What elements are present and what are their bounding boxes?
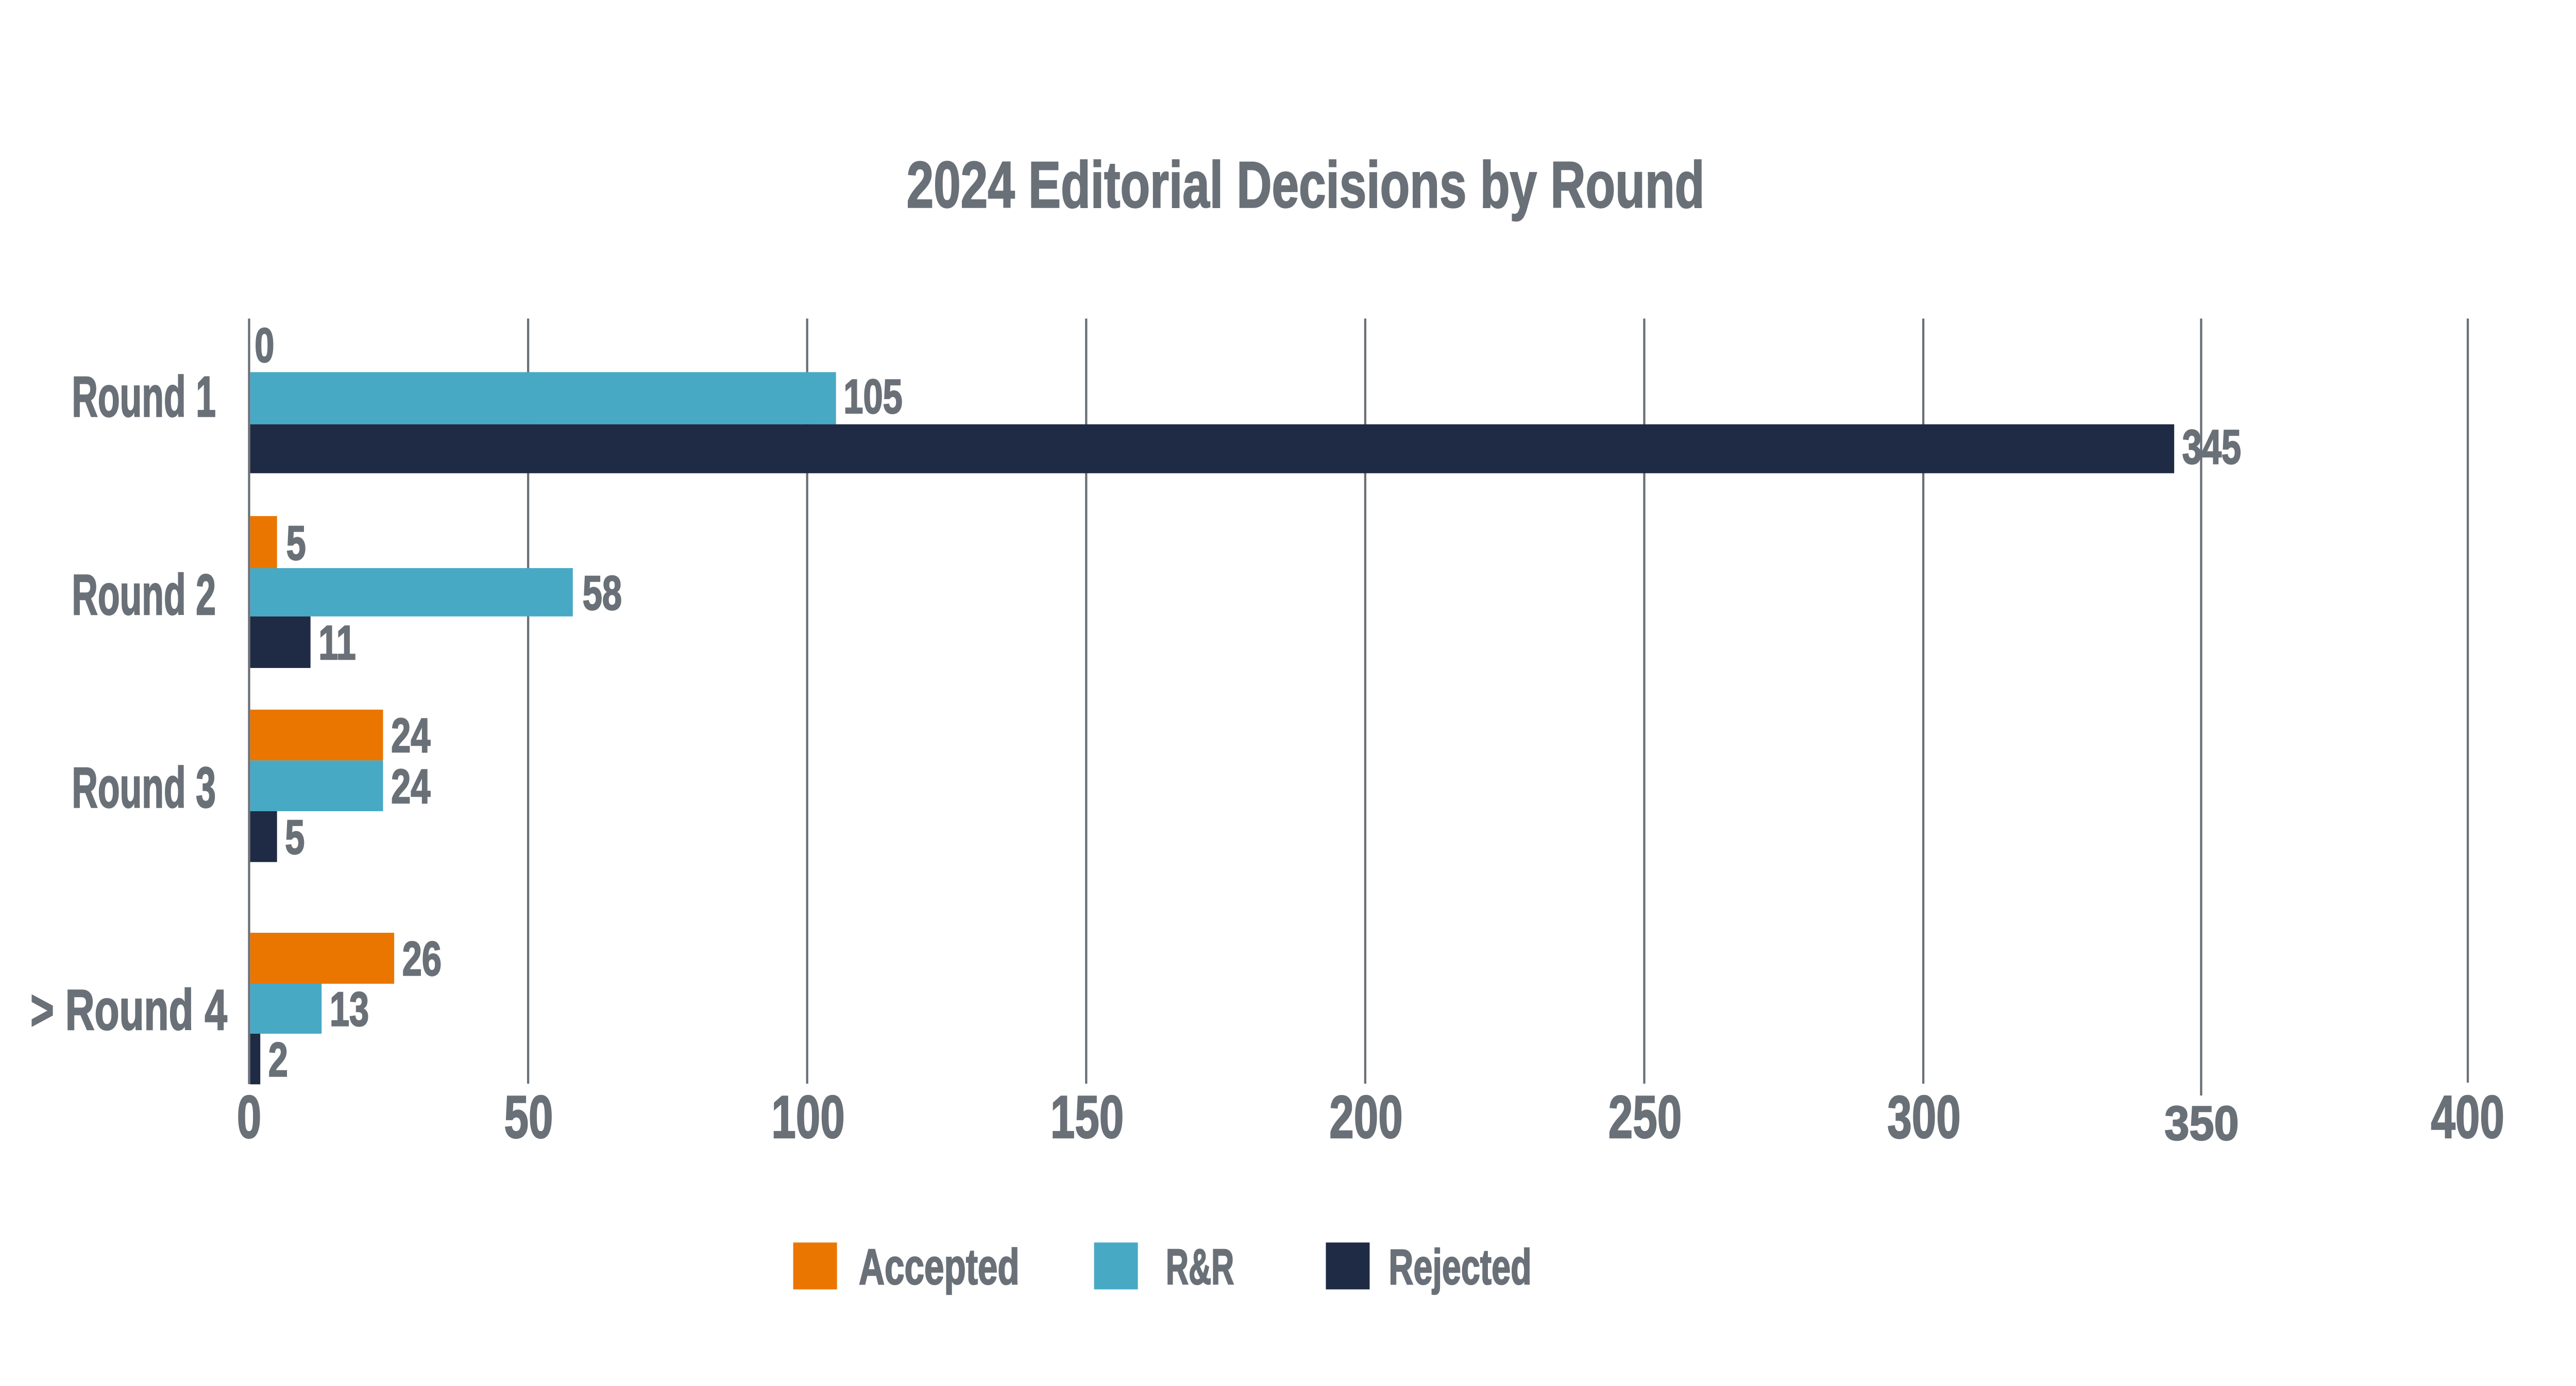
svg-text:100: 100 [771,1083,844,1151]
svg-text:Rejected: Rejected [1388,1239,1531,1295]
svg-text:350: 350 [2164,1097,2239,1151]
svg-text:24: 24 [391,760,431,813]
svg-text:Round 3: Round 3 [72,756,216,819]
svg-text:5: 5 [286,517,306,570]
svg-text:250: 250 [1608,1083,1682,1151]
svg-text:105: 105 [843,370,902,424]
svg-text:2024 Editorial Decisions by Ro: 2024 Editorial Decisions by Round [907,148,1705,221]
svg-text:200: 200 [1329,1083,1402,1151]
svg-text:400: 400 [2431,1083,2504,1151]
svg-text:24: 24 [391,709,431,763]
svg-text:2: 2 [268,1033,288,1087]
svg-text:11: 11 [318,617,356,670]
svg-text:58: 58 [583,567,622,620]
svg-text:0: 0 [237,1083,262,1151]
svg-text:300: 300 [1887,1083,1960,1151]
svg-text:26: 26 [402,932,442,986]
svg-text:0: 0 [255,319,274,372]
svg-text:Round 2: Round 2 [72,562,216,626]
svg-text:345: 345 [2182,421,2241,474]
svg-text:50: 50 [504,1083,553,1151]
svg-text:Accepted: Accepted [859,1239,1020,1295]
svg-text:13: 13 [330,983,369,1036]
svg-text:150: 150 [1050,1083,1124,1151]
svg-text:5: 5 [285,811,304,864]
svg-text:R&R: R&R [1166,1240,1234,1295]
svg-text:Round 1: Round 1 [72,365,216,429]
svg-text:> Round 4: > Round 4 [30,979,227,1042]
